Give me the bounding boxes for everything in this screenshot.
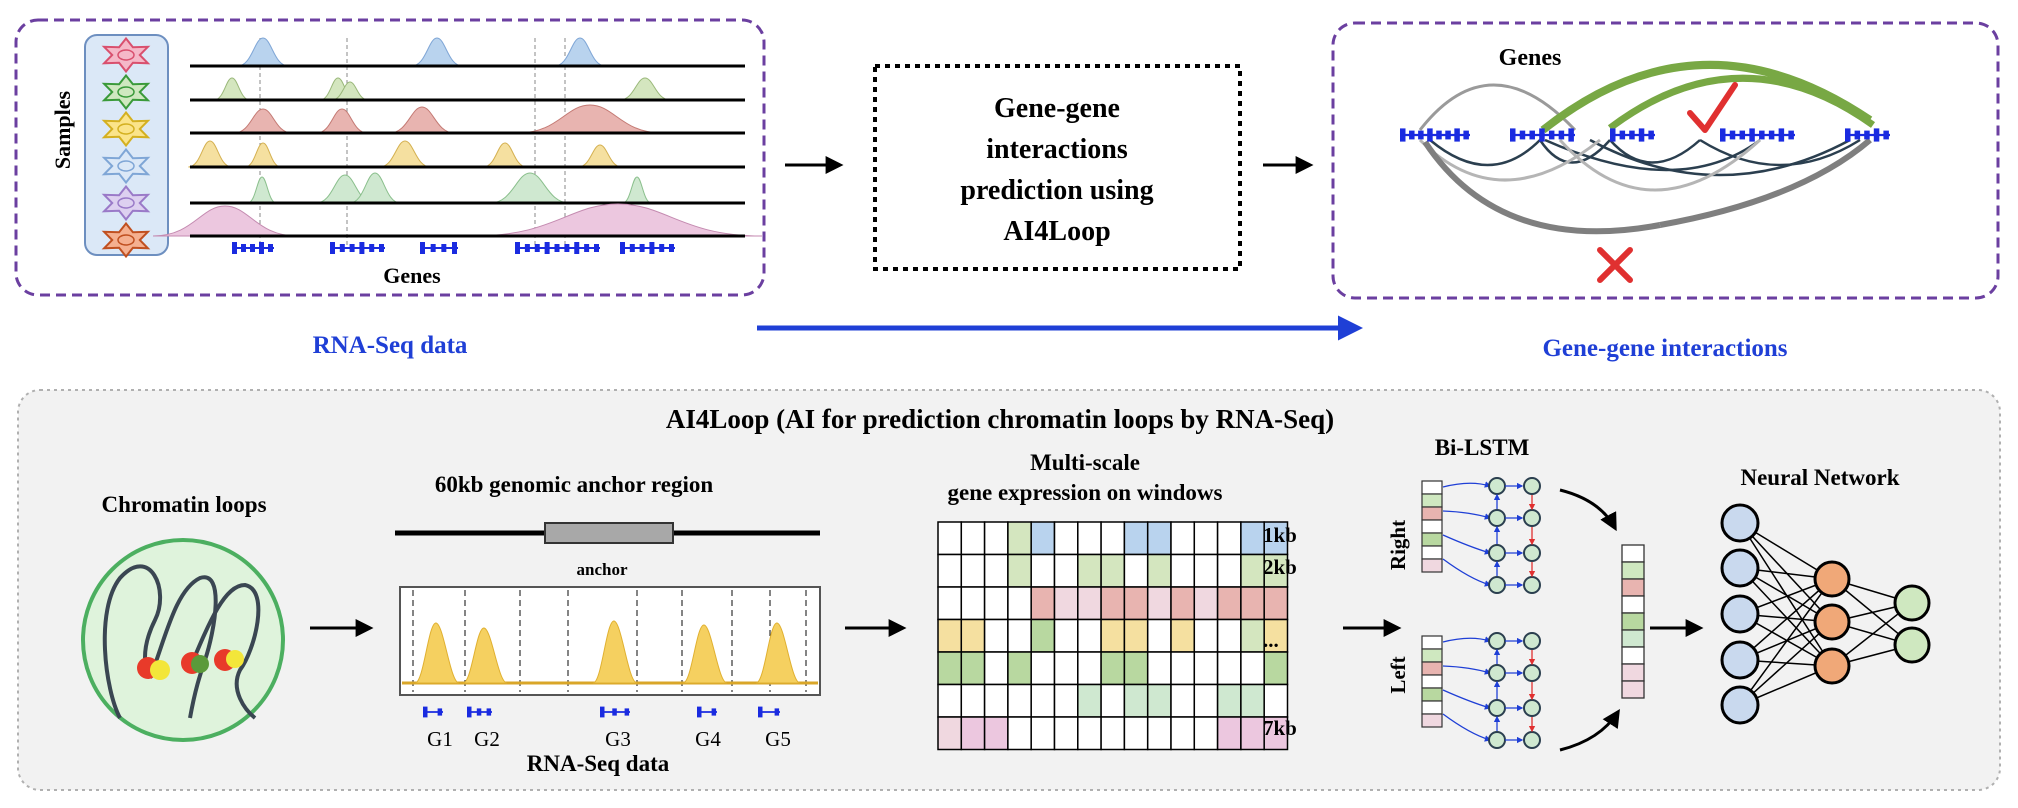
sample-cell-icon [101, 110, 151, 148]
box-line-3: prediction using [960, 175, 1153, 206]
samples-label: Samples [50, 90, 75, 169]
hidden-node [1813, 560, 1851, 598]
sample-cell-icon [101, 73, 151, 111]
arrow-lstm-left [1559, 708, 1620, 752]
rnaseq-window [399, 586, 821, 696]
prediction-box: Gene-gene interactions prediction using … [873, 64, 1242, 271]
gene-track-left [232, 242, 675, 254]
neural-network [1720, 503, 1931, 725]
right-label: Right [1386, 520, 1410, 570]
chromatin-label: Chromatin loops [101, 492, 266, 517]
ai4loop-panel: AI4Loop (AI for prediction chromatin loo… [17, 389, 2001, 791]
interactions-panel: Genes [1331, 21, 2000, 300]
input-node [1720, 594, 1760, 634]
anchor-gene-track [423, 706, 780, 718]
scale-7kb: 7kb [1263, 716, 1297, 740]
ai4loop-title: AI4Loop (AI for prediction chromatin loo… [666, 404, 1334, 434]
chromatin-loops-icon [81, 538, 285, 742]
gene-name-2: G2 [474, 727, 500, 751]
sample-cell-icon [101, 184, 151, 222]
nn-label: Neural Network [1740, 465, 1899, 490]
sample-cell-icon [101, 221, 151, 259]
scale-dots: ... [1263, 628, 1279, 652]
rnaseq-label-bottom: RNA-Seq data [527, 751, 670, 776]
bilstm-block [1421, 477, 1541, 749]
scale-1kb: 1kb [1263, 523, 1297, 547]
gene-name-1: G1 [427, 727, 453, 751]
expression-tracks [152, 37, 763, 248]
genes-label-right: Genes [1499, 45, 1562, 71]
anchor-block [544, 522, 674, 544]
gene-track-right [1400, 128, 1890, 142]
anchor-label: anchor [577, 560, 628, 579]
genes-label-left: Genes [383, 263, 441, 288]
input-node [1720, 640, 1760, 680]
scale-2kb: 2kb [1263, 555, 1297, 579]
input-node [1720, 685, 1760, 725]
gene-name-4: G4 [695, 727, 721, 751]
sample-cell-icon [101, 36, 151, 74]
output-node [1893, 584, 1931, 622]
interactions-caption: Gene-gene interactions [1542, 335, 1787, 362]
left-label: Left [1386, 656, 1410, 693]
sample-cell-icon [101, 147, 151, 185]
rnaseq-caption: RNA-Seq data [313, 332, 468, 359]
anchor-region-label: 60kb genomic anchor region [435, 472, 714, 497]
multiscale-line-2: gene expression on windows [948, 480, 1223, 505]
hidden-node [1813, 603, 1851, 641]
merged-vector [1621, 544, 1645, 699]
box-line-2: interactions [986, 134, 1128, 165]
arrow-lstm-right [1559, 488, 1617, 532]
box-line-4: AI4Loop [1003, 216, 1110, 247]
hidden-node [1813, 647, 1851, 685]
sample-cells [101, 36, 151, 259]
input-node [1720, 503, 1760, 543]
cross-mark-icon [1597, 247, 1633, 283]
input-node [1720, 548, 1760, 588]
gene-name-3: G3 [605, 727, 631, 751]
expression-grid [937, 521, 1289, 751]
multiscale-line-1: Multi-scale [1030, 450, 1140, 475]
bilstm-label: Bi-LSTM [1435, 435, 1530, 460]
check-mark-icon [1687, 82, 1738, 133]
rnaseq-panel: Samples Genes [14, 18, 766, 297]
box-line-1: Gene-gene [994, 93, 1120, 124]
output-node [1893, 626, 1931, 664]
interaction-arcs [1418, 61, 1876, 235]
gene-name-5: G5 [765, 727, 791, 751]
